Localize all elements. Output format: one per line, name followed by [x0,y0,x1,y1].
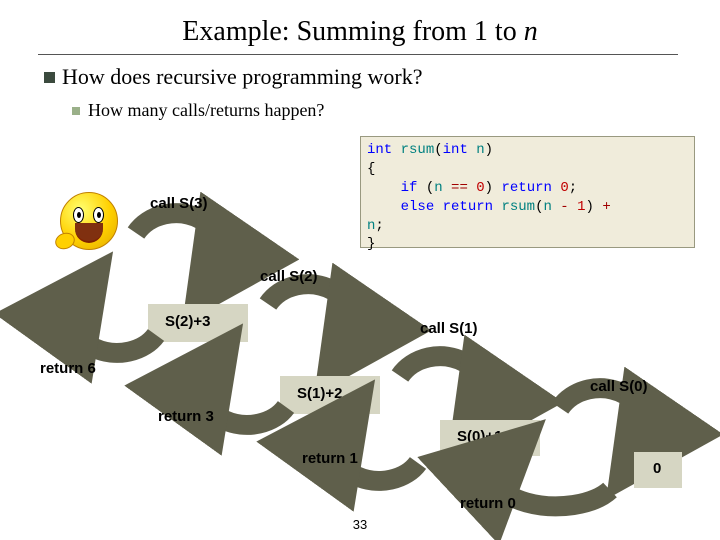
label-s2p3: S(2)+3 [165,313,210,330]
label-ret0: return 0 [460,495,516,512]
label-ret1: return 1 [302,450,358,467]
label-call-s2: call S(2) [260,268,318,285]
label-call-s1: call S(1) [420,320,478,337]
bullet-icon [72,107,80,115]
smiley-icon [60,192,118,250]
label-s0p1: S(0)+1 [457,428,502,445]
bullet-text-1: How does recursive programming work? [62,64,422,90]
label-zero: 0 [653,460,661,477]
bullet-text-2: How many calls/returns happen? [88,100,324,121]
arrow-return-icon [66,290,166,360]
code-block: int rsum(int n) { if (n == 0) return 0; … [360,136,695,248]
bullet-icon [44,72,55,83]
label-ret6: return 6 [40,360,96,377]
title-rule [38,54,678,55]
label-ret3: return 3 [158,408,214,425]
label-call-s3: call S(3) [150,195,208,212]
page-title: Example: Summing from 1 to n [0,16,720,48]
page-number: 33 [0,517,720,532]
label-call-s0: call S(0) [590,378,648,395]
label-s1p2: S(1)+2 [297,385,342,402]
